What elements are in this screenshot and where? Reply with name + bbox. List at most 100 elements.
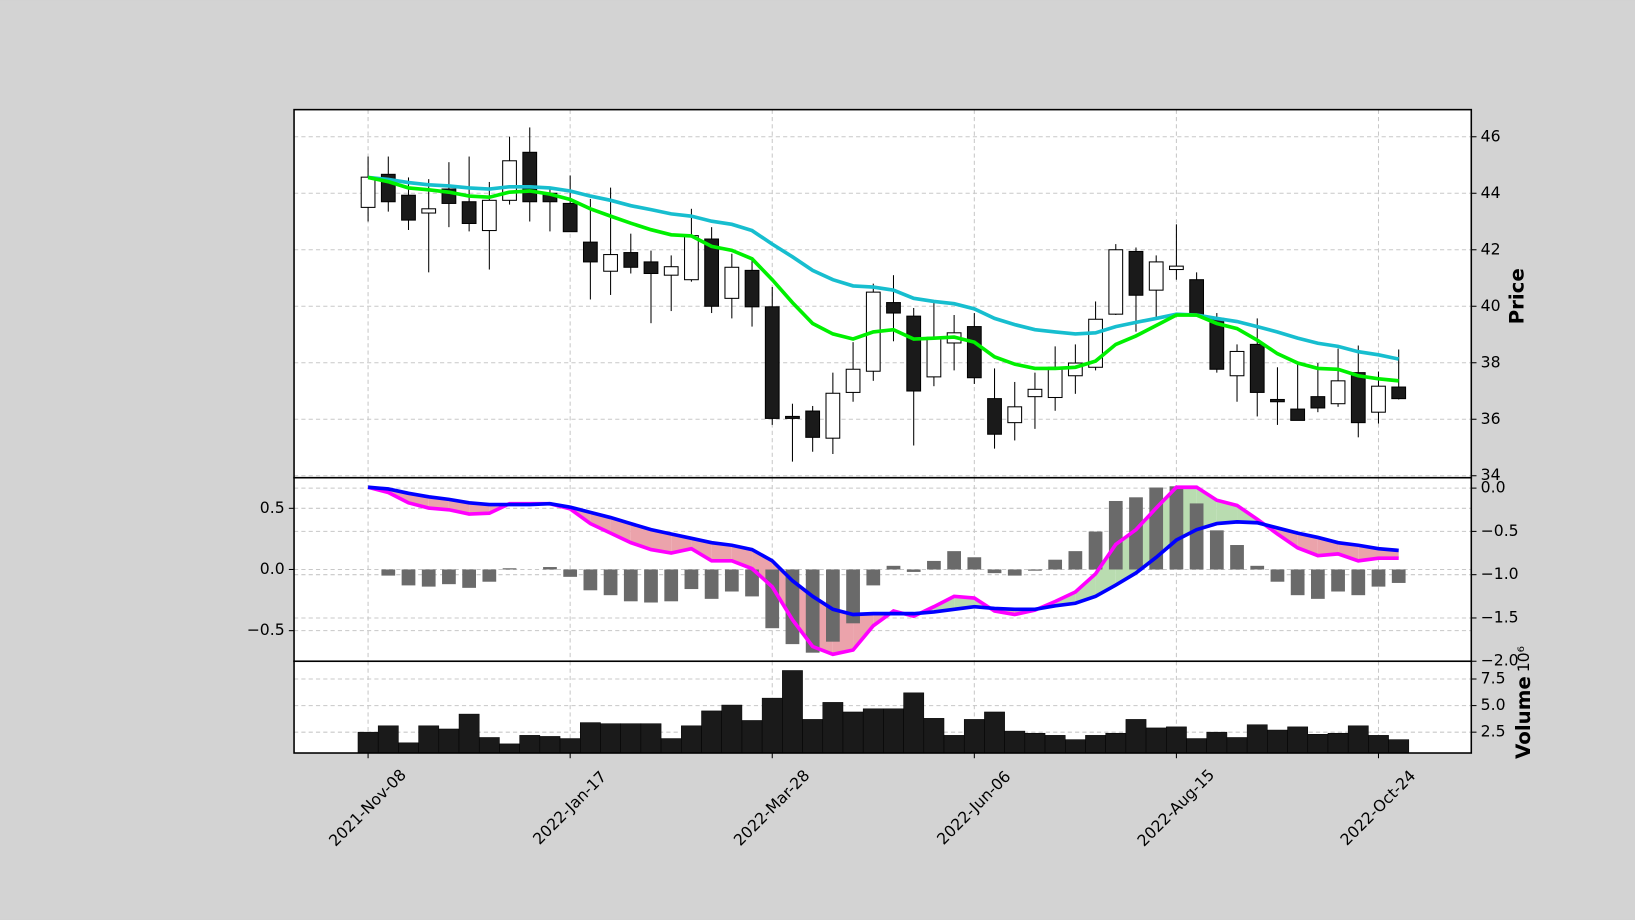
volume-bar [600,723,621,754]
y-tick-label: 42 [1481,239,1501,258]
volume-bar [1287,726,1309,754]
histogram-bar [421,569,436,587]
candle-body [1007,406,1023,424]
volume-bar [1024,732,1046,754]
y-tick-label: −2.0 [1481,651,1519,670]
histogram-bar [1149,487,1164,570]
y-tick-label: 7.5 [1481,669,1506,688]
histogram-bar [745,569,759,597]
volume-bar [1226,737,1248,754]
candle-body [522,151,538,203]
candle-body [1270,398,1285,403]
histogram-bar [805,569,820,653]
histogram-bar [1351,569,1366,596]
candle-body [845,368,861,393]
histogram-bar [1007,569,1022,576]
histogram-bar [947,551,961,570]
histogram-bar [1189,503,1204,570]
histogram-bar [967,557,982,570]
candle-body [704,238,720,307]
histogram-bar [1068,551,1083,570]
volume-bar [1065,739,1086,754]
volume-bar [559,738,581,754]
candle-body [663,266,679,276]
volume-bar [660,738,682,754]
candle-body [1371,385,1386,413]
histogram-bar [1129,497,1143,570]
volume-bar [1267,729,1288,754]
candle-body [461,201,477,225]
candle-body [906,315,922,392]
candle-body [582,241,598,263]
y-tick-label: 2.5 [1481,722,1506,741]
candle-body [785,415,800,419]
histogram-bar [1310,569,1325,599]
candle-body [603,254,618,272]
macd-fill [711,542,732,561]
candle-body [481,199,497,232]
candle-body [1249,343,1265,393]
volume-bar [923,718,945,754]
marks: 34 36 38 40 42 44 46 −0.5 0.0 0.5 −2.0 −1.5 −1.0 −0.5… [247,108,1519,850]
histogram-bar [1048,559,1063,570]
histogram-bar [724,569,739,592]
y-tick-label: 36 [1481,409,1501,428]
histogram-bar [1391,569,1406,583]
y-tick-label: 38 [1481,352,1501,371]
candle-body [562,202,578,233]
candle-body [926,336,942,378]
volume-bar [357,731,379,754]
volume-bar [721,704,743,754]
volume-bar [822,702,844,754]
offset-label: 10⁶ [1514,646,1533,672]
histogram-bar [583,569,598,591]
candle-body [744,269,760,308]
volume-bar [842,711,864,754]
candle-body [1027,388,1043,398]
histogram-bar [1230,545,1244,570]
histogram-bar [1108,500,1123,570]
histogram-bar [1371,569,1386,587]
candle-body [1189,279,1205,316]
macd-fill [691,538,712,561]
volume-bar [963,719,985,754]
candle-body [1290,408,1306,421]
volume-bar [1327,732,1349,754]
candle-body [643,261,659,275]
candle-body [805,410,821,438]
volume-bar [580,722,601,754]
y-axis-label: Price [1506,268,1529,324]
candle-body [1350,372,1366,424]
volume-bar [802,719,824,754]
histogram-bar [502,568,517,570]
histogram-bar [1169,486,1184,570]
candle-body [1108,249,1124,315]
histogram-bar [1250,565,1265,570]
volume-bar [782,670,803,754]
histogram-bar [765,569,780,629]
volume-bar [681,725,702,754]
histogram-bar [704,569,719,599]
histogram-bar [664,569,679,602]
candle-body [1229,350,1245,377]
histogram-bar [1209,530,1224,570]
volume-bar [1166,726,1187,754]
histogram-bar [644,569,658,603]
macd-fill [1216,500,1238,524]
y-axis-label: Volume [1512,676,1535,759]
histogram-bar [987,569,1002,574]
moving-average [367,175,1399,383]
volume-bar [1004,730,1026,754]
volume-bar [620,723,642,754]
y-tick-label: −0.5 [1481,521,1519,540]
histogram-bar [927,560,941,570]
y-tick-label: 0.5 [260,498,285,517]
volume-bar [943,735,965,754]
volume-bar [883,708,904,754]
y-tick-label: 46 [1481,126,1501,145]
candle-body [724,266,740,299]
volume-bar [1186,738,1207,754]
y-tick-label: 0.0 [260,559,285,578]
histogram-bar [1028,569,1042,571]
volume-bar [438,728,460,754]
